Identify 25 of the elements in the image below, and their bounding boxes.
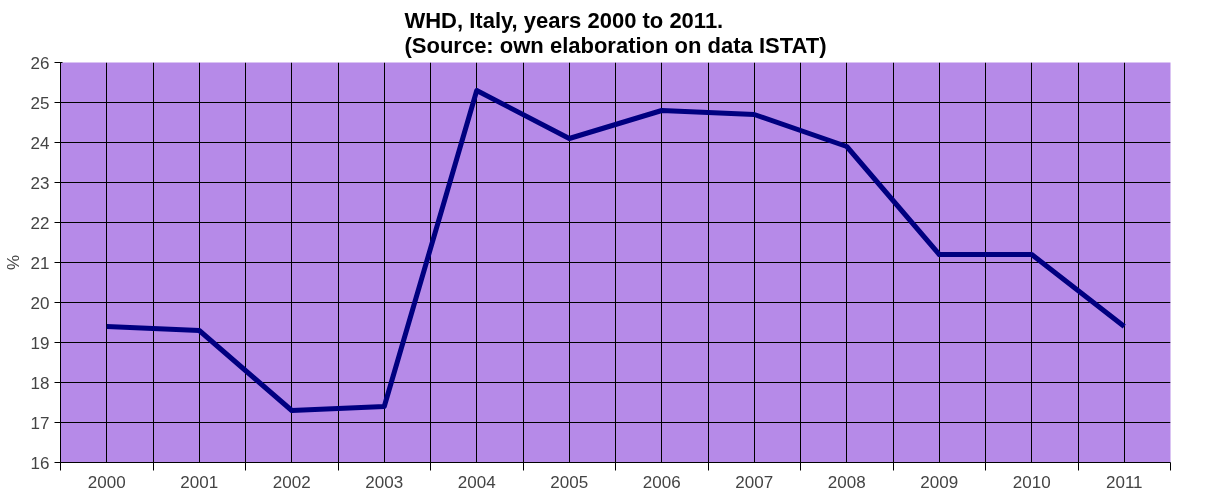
x-tick-label: 2003 [365, 472, 404, 492]
x-tick-label: 2009 [920, 472, 959, 492]
x-tick-label: 2005 [550, 472, 589, 492]
x-tick-label: 2008 [827, 472, 866, 492]
y-tick-label: 25 [30, 93, 50, 113]
x-tick-label: 2011 [1105, 472, 1143, 492]
y-tick-label: 18 [30, 373, 50, 393]
y-tick-label: 22 [30, 213, 50, 233]
x-tick-label: 2004 [457, 472, 496, 492]
y-tick-label: 26 [30, 53, 50, 73]
x-tick-label: 2006 [642, 472, 681, 492]
y-tick-label: 19 [30, 333, 50, 353]
chart-title: WHD, Italy, years 2000 to 2011. (Source: own elaboration on data ISTAT) [404, 7, 827, 58]
y-tick-label: 16 [30, 453, 50, 473]
x-tick-label: 2007 [735, 472, 774, 492]
x-tick-label: 2001 [180, 472, 219, 492]
y-tick-label: 24 [30, 133, 50, 153]
x-tick-label: 2002 [272, 472, 311, 492]
x-tick-label: 2010 [1012, 472, 1051, 492]
y-axis-title: % [3, 254, 23, 271]
y-tick-label: 21 [30, 253, 50, 273]
x-tick-label: 2000 [87, 472, 126, 492]
y-tick-label: 17 [30, 413, 50, 433]
y-tick-label: 20 [30, 293, 50, 313]
y-tick-label: 23 [30, 173, 50, 193]
